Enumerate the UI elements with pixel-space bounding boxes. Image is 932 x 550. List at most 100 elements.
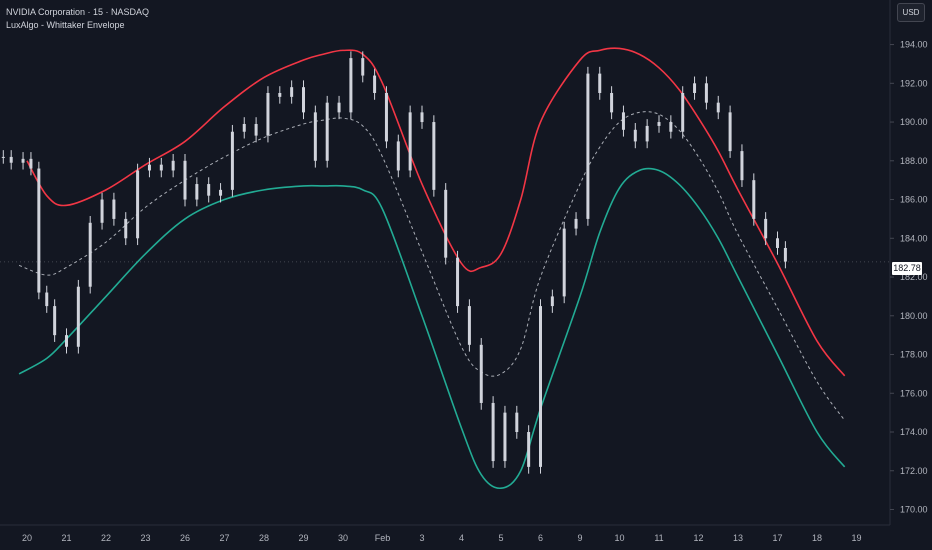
last-price-label: 182.78: [892, 262, 922, 275]
y-tick-label: 186.00: [900, 195, 928, 205]
x-tick-label: 6: [538, 533, 543, 543]
candle-body: [550, 296, 554, 307]
candle-body: [124, 218, 128, 239]
candle-body: [539, 306, 542, 467]
x-tick-label: 30: [338, 533, 348, 543]
x-tick-label: 26: [180, 533, 190, 543]
candle-body: [159, 164, 163, 171]
candle-body: [408, 112, 412, 171]
y-tick-label: 170.00: [900, 505, 928, 515]
x-tick-label: 28: [259, 533, 269, 543]
candle-body: [242, 123, 246, 132]
candle-body: [728, 112, 732, 152]
candle-body: [704, 83, 708, 103]
x-tick-label: 29: [298, 533, 308, 543]
symbol-title[interactable]: NVIDIA Corporation · 15 · NASDAQ: [6, 7, 150, 17]
x-tick-label: 3: [419, 533, 424, 543]
indicator-title[interactable]: LuxAlgo - Whittaker Envelope: [6, 20, 125, 30]
candle-body: [491, 402, 495, 462]
candle-body: [384, 92, 388, 142]
candle-body: [88, 222, 92, 287]
y-tick-label: 180.00: [900, 311, 928, 321]
candle-body: [361, 58, 365, 76]
candle-body: [586, 73, 590, 219]
candle-body: [621, 112, 625, 130]
candle-body: [467, 306, 471, 345]
y-tick-label: 194.00: [900, 40, 928, 50]
grid: [0, 0, 891, 526]
candle-body: [147, 164, 151, 171]
candle-body: [515, 412, 519, 433]
candle-body: [171, 160, 175, 171]
y-tick-label: 188.00: [900, 156, 928, 166]
y-tick-label: 192.00: [900, 78, 928, 88]
x-tick-label: 27: [219, 533, 229, 543]
x-tick-label: 21: [61, 533, 71, 543]
y-tick-label: 190.00: [900, 117, 928, 127]
candle-body: [21, 158, 25, 163]
x-tick-label: 17: [772, 533, 782, 543]
candle-body: [53, 306, 57, 336]
x-tick-label: 13: [733, 533, 743, 543]
candle-body: [527, 432, 531, 467]
candle-body: [574, 218, 578, 229]
candle-body: [503, 412, 507, 462]
candle-body: [669, 122, 673, 132]
candle-body: [302, 87, 305, 113]
candle-body: [740, 151, 744, 181]
candle-body: [313, 112, 317, 161]
candle-body: [29, 158, 33, 169]
candle-body: [598, 73, 602, 93]
x-tick-label: 5: [498, 533, 503, 543]
candle-body: [479, 344, 483, 403]
candle-body: [420, 112, 424, 123]
candle-body: [37, 168, 41, 293]
candle-body: [645, 125, 649, 142]
upper-band-line: [26, 47, 846, 377]
candle-body: [657, 122, 661, 126]
candle-body: [112, 199, 116, 219]
y-tick-label: 178.00: [900, 350, 928, 360]
price-axis[interactable]: 170.00 172.00 174.00 176.00 178.00 180.00 182.…: [890, 40, 928, 515]
x-tick-label: 20: [22, 533, 32, 543]
candle-body: [278, 92, 282, 97]
candle-body: [610, 92, 614, 113]
candle-body: [207, 184, 211, 196]
candle-body: [136, 170, 140, 239]
candle-body: [562, 228, 566, 297]
candle-body: [266, 92, 270, 136]
candle-body: [65, 335, 68, 347]
currency-button[interactable]: USD: [897, 3, 925, 22]
candle-body: [716, 102, 720, 113]
candle-body: [776, 238, 779, 248]
candle-body: [195, 184, 199, 200]
x-tick-label: 12: [693, 533, 703, 543]
candle-body: [76, 286, 80, 347]
candle-body: [1, 156, 5, 158]
y-tick-label: 174.00: [900, 427, 928, 437]
candle-body: [373, 75, 377, 93]
candle-body: [764, 218, 768, 239]
candle-body: [45, 292, 49, 307]
x-tick-label: 9: [577, 533, 582, 543]
candle-body: [456, 257, 460, 307]
candle-body: [349, 58, 353, 113]
candle-body: [396, 141, 400, 171]
candle-body: [444, 189, 448, 258]
candle-body: [254, 123, 258, 136]
y-tick-label: 182.00: [900, 272, 928, 282]
candle-body: [337, 102, 341, 113]
x-tick-label: 4: [459, 533, 464, 543]
time-axis[interactable]: 20 21 22 23 26 27 28 29 30 Feb 3 4 5 6 9 10 11 12 13 17 18 19: [22, 533, 862, 543]
candle-body: [183, 160, 187, 200]
y-tick-label: 176.00: [900, 388, 928, 398]
lower-band-line: [18, 167, 846, 490]
candle-body: [9, 156, 13, 163]
candle-body: [752, 180, 756, 219]
candle-body: [681, 92, 685, 132]
x-tick-label: 19: [851, 533, 861, 543]
chart-legend: NVIDIA Corporation · 15 · NASDAQ LuxAlgo…: [6, 6, 149, 32]
x-tick-label: 22: [101, 533, 111, 543]
candle-body: [100, 199, 104, 223]
